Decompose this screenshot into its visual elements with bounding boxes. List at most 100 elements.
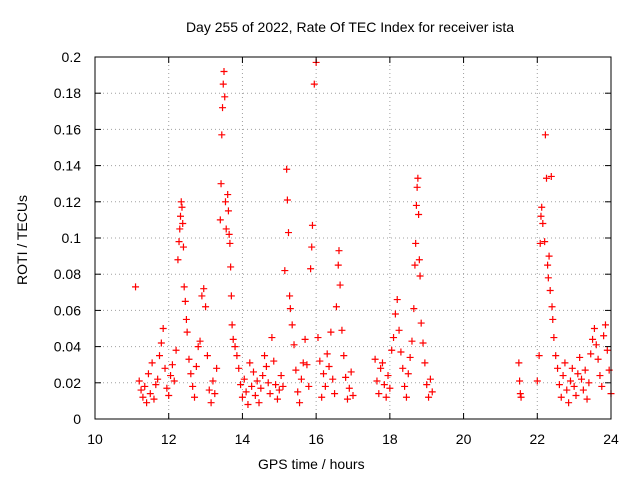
data-point — [546, 286, 554, 294]
data-point — [391, 310, 399, 318]
data-point — [325, 363, 333, 371]
data-point — [414, 174, 422, 182]
data-point — [185, 355, 193, 363]
data-point — [578, 375, 586, 383]
data-point — [279, 382, 287, 390]
data-point — [416, 272, 424, 280]
data-point — [200, 285, 208, 293]
data-point — [408, 337, 416, 345]
data-point — [135, 377, 143, 385]
data-point — [557, 393, 565, 401]
x-tick-label: 24 — [603, 431, 619, 447]
data-point — [222, 225, 230, 233]
data-point — [321, 382, 329, 390]
data-point — [224, 191, 232, 199]
x-tick-label: 18 — [382, 431, 398, 447]
y-tick-label: 0.02 — [54, 375, 81, 391]
points-layer — [132, 58, 615, 409]
data-point — [411, 261, 419, 269]
data-point — [308, 221, 316, 229]
data-point — [281, 267, 289, 275]
data-point — [535, 352, 543, 360]
data-point — [393, 296, 401, 304]
data-point — [172, 346, 180, 354]
data-point — [587, 350, 595, 358]
data-point — [144, 370, 152, 378]
data-point — [395, 326, 403, 334]
x-tick-label: 16 — [308, 431, 324, 447]
data-point — [377, 364, 385, 372]
data-point — [259, 372, 267, 380]
data-point — [552, 352, 560, 360]
data-point — [576, 353, 584, 361]
data-point — [517, 393, 525, 401]
data-point — [132, 283, 140, 291]
y-tick-label: 0.16 — [54, 121, 81, 137]
data-point — [425, 393, 433, 401]
data-point — [174, 256, 182, 264]
data-point — [219, 80, 227, 88]
data-point — [537, 212, 545, 220]
y-tick-label: 0.04 — [54, 339, 81, 355]
data-point — [594, 355, 602, 363]
data-point — [314, 334, 322, 342]
data-point — [585, 379, 593, 387]
data-point — [177, 198, 185, 206]
data-point — [165, 391, 173, 399]
data-point — [332, 303, 340, 311]
data-point — [189, 382, 197, 390]
data-point — [168, 361, 176, 369]
data-point — [413, 183, 421, 191]
data-point — [292, 366, 300, 374]
data-point — [194, 343, 202, 351]
data-point — [373, 377, 381, 385]
data-point — [406, 353, 414, 361]
data-point — [227, 292, 235, 300]
data-point — [343, 395, 351, 403]
data-point — [237, 381, 245, 389]
x-tick-label: 20 — [456, 431, 472, 447]
x-tick-label: 22 — [529, 431, 545, 447]
data-point — [179, 220, 187, 228]
data-point — [581, 366, 589, 374]
data-point — [227, 263, 235, 271]
data-point — [404, 370, 412, 378]
data-point — [335, 247, 343, 255]
data-point — [338, 326, 346, 334]
data-point — [286, 292, 294, 300]
data-point — [137, 386, 145, 394]
data-point — [568, 364, 576, 372]
data-point — [426, 375, 434, 383]
data-point — [150, 395, 158, 403]
data-point — [384, 372, 392, 380]
data-point — [566, 377, 574, 385]
data-point — [270, 357, 278, 365]
data-point — [202, 303, 210, 311]
data-point — [272, 381, 280, 389]
data-point — [167, 372, 175, 380]
data-point — [554, 364, 562, 372]
data-point — [296, 399, 304, 407]
data-point — [515, 359, 523, 367]
data-point — [563, 386, 571, 394]
data-point — [545, 252, 553, 260]
data-point — [266, 390, 274, 398]
data-point — [536, 239, 544, 247]
y-tick-label: 0.06 — [54, 302, 81, 318]
data-point — [308, 243, 316, 251]
data-point — [375, 390, 383, 398]
y-tick-label: 0.14 — [54, 158, 81, 174]
data-point — [161, 364, 169, 372]
data-point — [139, 393, 147, 401]
data-point — [412, 239, 420, 247]
data-point — [371, 355, 379, 363]
data-point — [183, 328, 191, 336]
data-point — [419, 339, 427, 347]
data-point — [228, 321, 236, 329]
data-point — [412, 201, 420, 209]
data-point — [603, 346, 611, 354]
data-point — [224, 207, 232, 215]
data-point — [203, 352, 211, 360]
data-point — [402, 393, 410, 401]
data-point — [261, 352, 269, 360]
